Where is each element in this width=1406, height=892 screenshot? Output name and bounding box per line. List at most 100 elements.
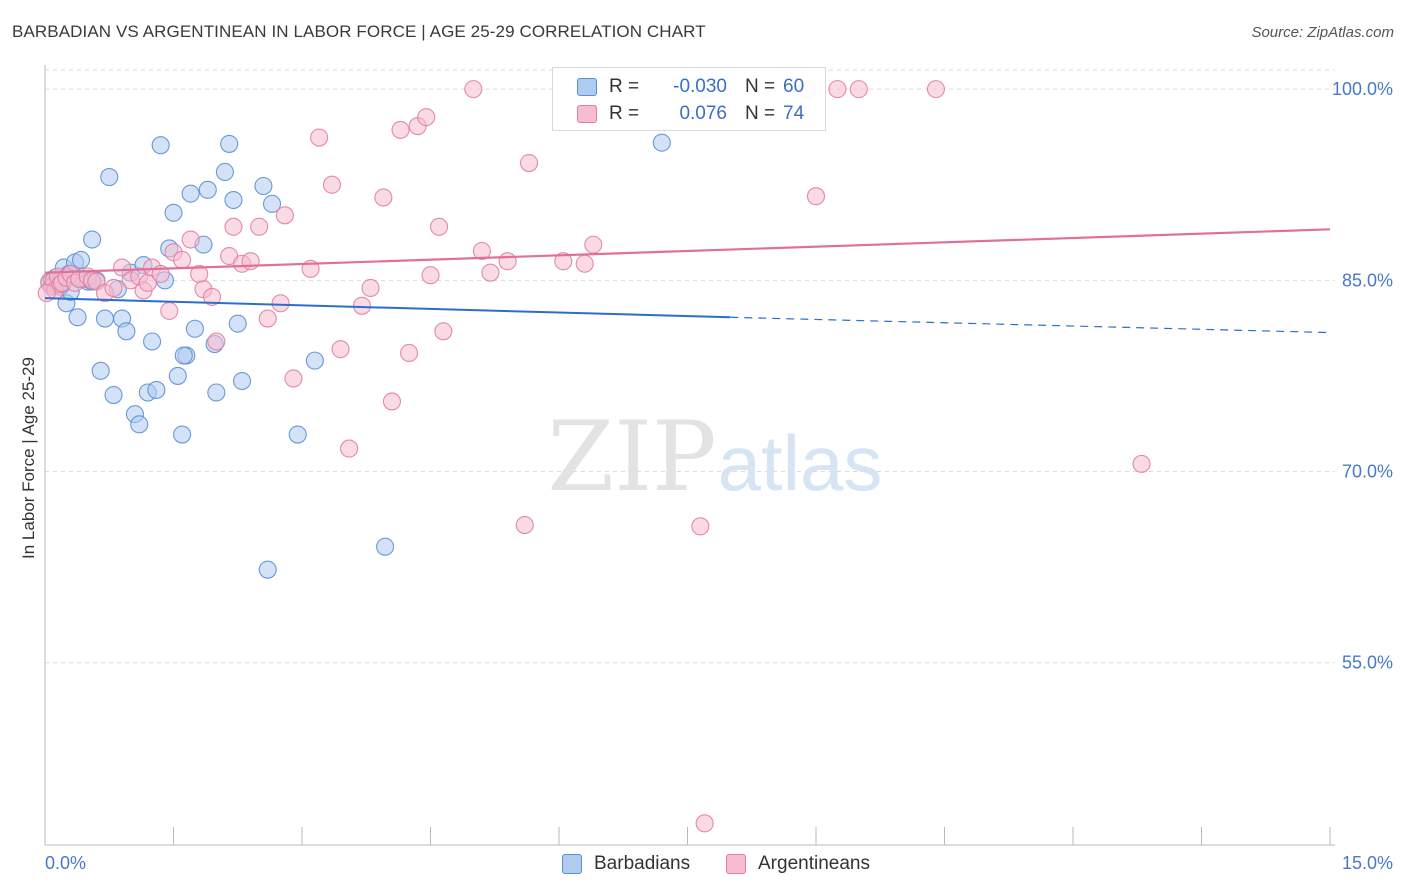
- barbadian-point: [220, 134, 239, 153]
- argentinean-point: [104, 278, 123, 298]
- barbadian-point: [305, 351, 324, 370]
- barbadian-point: [254, 176, 273, 196]
- x-tick-label: 15.0%: [1342, 853, 1393, 873]
- barbadian-point: [652, 133, 671, 152]
- barbadian-point: [215, 162, 234, 182]
- argentinean-point: [181, 230, 200, 249]
- argentinean-point: [695, 814, 714, 833]
- argentinean-point: [806, 187, 826, 206]
- argentinean-point: [584, 235, 603, 254]
- barbadian-point: [117, 322, 136, 341]
- argentinean-point: [322, 175, 342, 194]
- r-label: R =: [609, 103, 640, 124]
- legend-item-argentineans[interactable]: Argentineans: [726, 851, 870, 877]
- argentinean-point: [160, 301, 179, 320]
- watermark-zip: ZIP: [547, 401, 716, 513]
- axis-labels: 100.0% 85.0% 70.0% 55.0% 0.0% 15.0%: [45, 79, 1393, 873]
- barbadian-point: [91, 361, 110, 380]
- argentinean-point: [464, 80, 483, 99]
- argentinean-point: [382, 392, 402, 411]
- argentinean-point: [310, 128, 329, 147]
- chart-title: BARBADIAN VS ARGENTINEAN IN LABOR FORCE …: [12, 22, 706, 41]
- argentinean-point: [391, 120, 410, 139]
- barbadian-point: [143, 332, 162, 351]
- barbadian-point: [130, 415, 149, 434]
- barbadian-trend-line: [44, 297, 731, 319]
- argentinean-point: [374, 188, 393, 207]
- y-tick-label: 100.0%: [1332, 79, 1393, 99]
- argentinean-point: [519, 154, 539, 173]
- data-points: [37, 80, 1151, 833]
- axes: [44, 65, 1335, 846]
- barbadian-point: [104, 385, 123, 405]
- argentinean-point: [331, 340, 350, 359]
- source-label: Source: ZipAtlas.com: [1251, 24, 1394, 41]
- argentinean-point: [173, 250, 192, 269]
- barbadian-point: [147, 380, 166, 399]
- argentinean-point: [498, 252, 517, 271]
- argentinean-point: [352, 296, 372, 315]
- argentinean-point: [400, 343, 419, 363]
- argentinean-point: [554, 252, 573, 271]
- argentinean-point: [340, 439, 359, 458]
- argentinean-point: [828, 80, 847, 99]
- barbadian-point: [258, 560, 277, 579]
- argentinean-point: [926, 80, 945, 99]
- argentinean-point: [421, 266, 440, 285]
- argentinean-point: [434, 322, 453, 341]
- trend-lines: [44, 228, 1331, 334]
- barbadian-point: [71, 250, 91, 269]
- barbadian-point: [224, 190, 243, 210]
- barbadian-point: [262, 194, 282, 213]
- barbadian-point: [95, 309, 115, 328]
- barbadian-trend-extension: [730, 316, 1331, 334]
- barbadian-point: [207, 383, 226, 402]
- n-label: N =: [745, 103, 776, 124]
- argentinean-point: [113, 258, 132, 277]
- r-value: 0.076: [679, 103, 727, 124]
- barbadian-point: [288, 425, 307, 444]
- argentinean-point: [224, 217, 243, 236]
- argentinean-point: [361, 278, 380, 298]
- barbadian-point: [83, 230, 102, 249]
- argentinean-point: [271, 294, 290, 313]
- watermark-atlas: atlas: [718, 419, 883, 507]
- y-tick-label: 70.0%: [1342, 462, 1393, 482]
- argentinean-point: [472, 241, 491, 261]
- argentinean-point: [207, 332, 226, 351]
- n-label: N =: [745, 76, 776, 97]
- barbadian-point: [376, 537, 395, 556]
- argentinean-trend-line: [44, 228, 1331, 274]
- barbadian-point: [198, 180, 217, 199]
- grid-lines: [45, 69, 1335, 664]
- watermark: ZIP atlas: [547, 401, 882, 513]
- argentinean-point: [258, 309, 277, 328]
- argentinean-point: [481, 263, 500, 282]
- legend-item-barbadians[interactable]: Barbadians: [562, 851, 690, 877]
- barbadian-point: [181, 184, 200, 203]
- stats-legend-row-barbadians: R = -0.030 N = 60: [577, 74, 804, 100]
- y-axis-label: In Labor Force | Age 25-29: [19, 357, 38, 559]
- barbadian-point: [168, 366, 187, 385]
- barbadian-point: [68, 308, 87, 327]
- r-label: R =: [609, 76, 640, 97]
- argentinean-point: [849, 80, 868, 99]
- pink-swatch: [577, 105, 597, 123]
- barbadian-point: [185, 319, 204, 338]
- barbadian-point: [174, 346, 193, 365]
- r-value: -0.030: [673, 76, 727, 97]
- barbadian-point: [151, 136, 170, 155]
- barbadian-point: [173, 425, 192, 444]
- barbadian-point: [228, 314, 247, 333]
- argentinean-point: [37, 284, 56, 303]
- argentinean-point: [275, 206, 294, 225]
- legend-label: Argentineans: [758, 853, 870, 874]
- stats-legend-row-argentineans: R = 0.076 N = 74: [577, 101, 804, 127]
- argentinean-point: [203, 287, 222, 306]
- argentinean-point: [284, 369, 303, 388]
- argentinean-point: [691, 517, 710, 536]
- n-value: 74: [783, 103, 805, 124]
- barbadian-point: [164, 203, 183, 222]
- argentinean-point: [430, 217, 449, 236]
